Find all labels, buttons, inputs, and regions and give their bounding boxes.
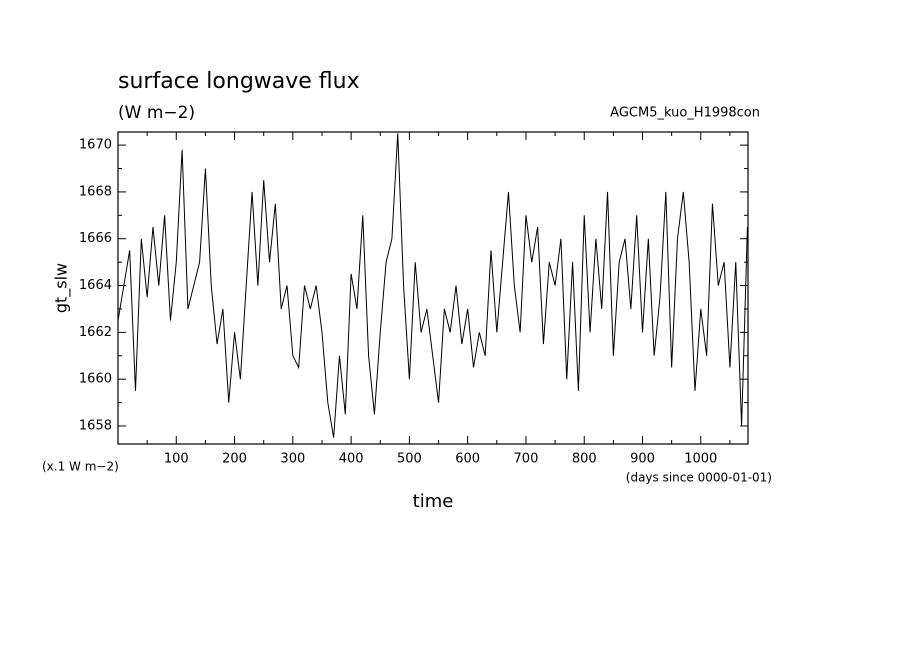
x-tick-label: 300 [280, 452, 305, 467]
x-axis-label: time [413, 491, 454, 512]
y-unit: (x.1 W m−2) [42, 460, 119, 474]
y-tick-label: 1662 [79, 325, 112, 340]
y-tick-label: 1664 [79, 278, 112, 293]
chart-subtitle: (W m−2) [118, 103, 195, 123]
x-unit: (days since 0000-01-01) [626, 471, 772, 485]
y-axis-label: gt_slw [52, 263, 72, 313]
x-tick-label: 800 [572, 452, 597, 467]
x-tick-label: 500 [397, 452, 422, 467]
y-tick-label: 1660 [79, 372, 112, 387]
x-tick-label: 1000 [684, 452, 717, 467]
x-tick-label: 700 [514, 452, 539, 467]
plot-frame [117, 131, 749, 445]
y-tick-label: 1666 [79, 231, 112, 246]
x-tick-label: 900 [630, 452, 655, 467]
x-tick-label: 400 [339, 452, 364, 467]
chart-title: surface longwave flux [118, 69, 360, 94]
annotation: AGCM5_kuo_H1998con [610, 106, 760, 121]
x-tick-label: 600 [455, 452, 480, 467]
y-tick-label: 1668 [79, 184, 112, 199]
data-line [117, 133, 748, 438]
y-tick-label: 1658 [79, 418, 112, 433]
y-tick-label: 1670 [79, 138, 112, 153]
x-tick-label: 100 [164, 452, 189, 467]
x-tick-label: 200 [222, 452, 247, 467]
